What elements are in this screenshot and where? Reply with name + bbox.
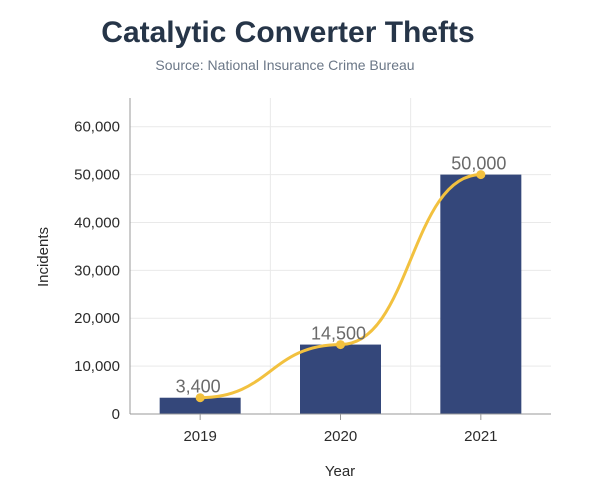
x-tick-label: 2019 xyxy=(183,428,216,445)
y-tick-label: 20,000 xyxy=(74,310,120,327)
bar-2021 xyxy=(440,174,522,414)
trend-point-2021 xyxy=(476,170,486,180)
data-label-2021: 50,000 xyxy=(451,154,506,174)
y-tick-label: 30,000 xyxy=(74,262,120,279)
y-tick-label: 40,000 xyxy=(74,214,120,231)
data-label-2019: 3,400 xyxy=(176,377,221,397)
trend-point-2019 xyxy=(195,393,205,403)
line-layer xyxy=(195,170,486,403)
trend-point-2020 xyxy=(336,340,345,350)
y-tick-label: 10,000 xyxy=(74,358,120,375)
y-tick-label: 50,000 xyxy=(74,167,120,184)
x-tick-label: 2021 xyxy=(464,428,497,445)
axis-layer: 0 10,000 20,000 30,000 40,000 50,000 60,000 201… xyxy=(74,98,551,445)
y-tick-label: 60,000 xyxy=(74,119,120,136)
bar-2020 xyxy=(300,344,381,414)
x-axis-title: Year xyxy=(325,463,355,480)
trend-line xyxy=(198,173,483,400)
labels-layer: 3,400 14,500 50,000 xyxy=(176,154,507,397)
grid-layer xyxy=(130,98,551,414)
data-label-2020: 14,500 xyxy=(311,324,366,344)
bar-2019 xyxy=(159,397,241,414)
x-tick-label: 2020 xyxy=(324,428,357,445)
chart-subtitle: Source: National Insurance Crime Bureau xyxy=(155,57,414,73)
chart-title: Catalytic Converter Thefts xyxy=(101,16,474,49)
y-tick-label: 0 xyxy=(112,406,120,423)
y-axis-title: Incidents xyxy=(35,227,52,287)
bars-layer xyxy=(159,174,522,414)
